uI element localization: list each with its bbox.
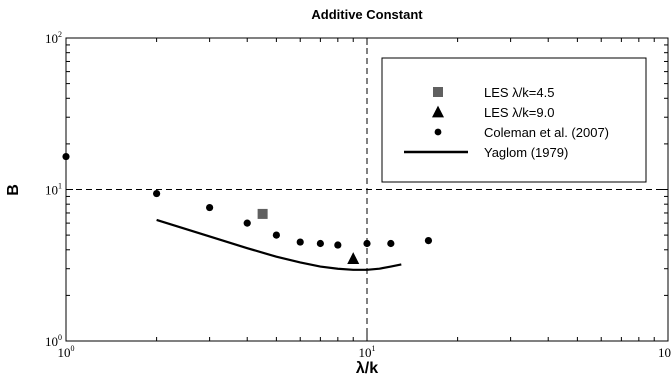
data-point <box>296 238 304 246</box>
legend-item: LES λ/k=9.0 <box>432 105 554 120</box>
reference-lines <box>66 38 668 341</box>
y-tick-label: 101 <box>45 182 62 198</box>
data-point <box>62 152 70 161</box>
legend-item: Yaglom (1979) <box>404 145 568 160</box>
data-point <box>363 239 371 248</box>
data-point <box>272 231 280 239</box>
axis-ticks <box>65 37 669 342</box>
data-point <box>243 219 251 227</box>
y-tick-label: 100 <box>45 333 62 349</box>
data-point <box>424 236 433 245</box>
legend-item: Coleman et al. (2007) <box>434 125 609 140</box>
legend-swatch <box>432 105 444 118</box>
legend-label: Yaglom (1979) <box>484 145 568 160</box>
y-tick-label: 102 <box>45 30 62 46</box>
legend-swatch <box>434 128 442 136</box>
data-point <box>387 239 395 248</box>
legend: LES λ/k=4.5 LES λ/k=9.0 Coleman et al. (20… <box>381 57 647 183</box>
x-tick-label: 101 <box>359 344 376 360</box>
legend-label: LES λ/k=9.0 <box>484 105 554 120</box>
y-axis-label: B <box>5 184 22 196</box>
legend-box <box>381 57 647 183</box>
series-layer <box>62 152 433 271</box>
legend-label: Coleman et al. (2007) <box>484 125 609 140</box>
data-point <box>347 252 360 264</box>
legend-label: LES λ/k=4.5 <box>484 85 554 100</box>
data-point <box>316 239 324 248</box>
series-0 <box>257 208 268 219</box>
chart-title: Additive Constant <box>311 7 423 22</box>
x-tick-label: 100 <box>58 344 75 360</box>
legend-item: LES λ/k=4.5 <box>433 85 554 100</box>
legend-swatch <box>433 87 443 97</box>
x-axis-label: λ/k <box>356 360 378 377</box>
data-point <box>206 203 214 212</box>
series-2 <box>62 152 433 249</box>
series-1 <box>347 252 360 264</box>
tick-labels: 100 101 102 100 101 102 <box>45 30 671 360</box>
data-point <box>257 208 268 219</box>
data-point <box>334 241 342 249</box>
series-line <box>156 218 402 271</box>
data-point <box>153 189 161 198</box>
series-3 <box>156 218 402 271</box>
x-tick-label: 102 <box>658 344 671 360</box>
